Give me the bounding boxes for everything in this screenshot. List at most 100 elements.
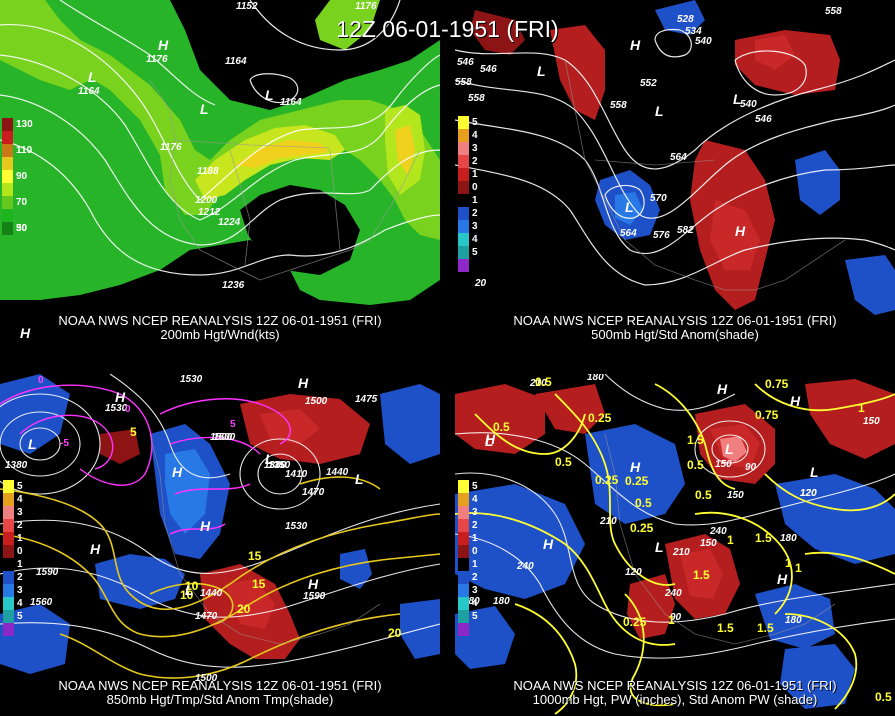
low-marker: L (265, 87, 274, 103)
high-marker: H (777, 571, 788, 587)
high-marker: H (20, 325, 31, 341)
map-200mb: 1152 1164 1164 1176 1176 1188 1200 1212 … (0, 0, 440, 342)
pw-label: 1 (668, 613, 675, 627)
contour-label: 570 (650, 193, 667, 204)
low-marker: L (725, 441, 734, 457)
contour-label: 1380 (5, 460, 28, 471)
contour-label: 558 (455, 77, 472, 88)
panel-850mb: 1530 1500 1475 1500 1380 1350 1410 1470 … (0, 374, 440, 716)
legend-label: 30 (16, 223, 28, 234)
contour-label: 1176 (160, 142, 182, 153)
legend-label: 2 (472, 572, 478, 583)
contour-label: 546 (480, 64, 497, 75)
temp-label: 5 (130, 425, 137, 439)
caption-line1: NOAA NWS NCEP REANALYSIS 12Z 06-01-1951 … (513, 313, 837, 328)
contour-label: 120 (625, 567, 642, 578)
pw-label: 0.25 (588, 411, 612, 425)
contour-label: 1188 (197, 166, 219, 177)
legend-label: 5 (17, 611, 23, 622)
pw-label: 0.5 (555, 455, 572, 469)
contour-label: 1500 (210, 432, 233, 443)
pw-label: 0.25 (630, 521, 654, 535)
low-marker: L (185, 582, 194, 598)
contour-label: 1440 (200, 588, 223, 599)
legend-label: 5 (472, 481, 478, 492)
legend-swatch: 1 (3, 558, 23, 571)
pw-label: 0.75 (765, 377, 789, 391)
contour-label: 180 (587, 374, 604, 383)
contour-label: 540 (740, 99, 757, 110)
contour-label: 150 (863, 416, 880, 427)
low-marker: L (265, 451, 274, 467)
contour-label: 1164 (280, 97, 302, 108)
contour-label: 90 (745, 462, 757, 473)
legend-label: 4 (17, 494, 23, 505)
pw-label: 1 (727, 533, 734, 547)
legend-swatch: 0 (458, 545, 478, 558)
legend-swatch (2, 157, 13, 170)
legend-swatch (3, 623, 14, 636)
legend-label: 2 (17, 572, 23, 583)
contour-label: 180 (780, 533, 797, 544)
legend-swatch: 130 (2, 118, 33, 131)
legend-swatch: 5 (458, 116, 478, 129)
legend-swatch: 5 (3, 480, 23, 493)
legend-swatch: 2 (458, 155, 478, 168)
legend-swatch: 0 (3, 545, 23, 558)
contour-label: 150 (700, 538, 717, 549)
caption-line1: NOAA NWS NCEP REANALYSIS 12Z 06-01-1951 … (513, 678, 837, 693)
legend-label: 4 (472, 494, 478, 505)
panel-500mb: 528 558 534 540 546 552 558 564 570 576 … (455, 0, 895, 342)
contour-label: 576 (653, 230, 670, 241)
contour-label: 528 (677, 14, 694, 25)
legend-label: 4 (472, 234, 478, 245)
legend-label: 5 (17, 481, 23, 492)
caption-line2: 500mb Hgt/Std Anom(shade) (591, 327, 759, 342)
legend-swatch: 5 (458, 610, 478, 623)
pw-label: 1.5 (717, 621, 734, 635)
legend-label: 2 (17, 520, 23, 531)
legend-label: 4 (17, 598, 23, 609)
legend-label: 0 (472, 546, 478, 557)
pw-label: 0.75 (755, 408, 779, 422)
map-500mb: 528 558 534 540 546 552 558 564 570 576 … (455, 0, 895, 315)
legend-label: 130 (16, 119, 33, 130)
contour-label: 1152 (236, 1, 258, 12)
pw-label: 0.5 (687, 458, 704, 472)
legend-label: 1 (472, 169, 478, 180)
low-marker: L (537, 63, 546, 79)
contour-label: 558 (825, 6, 842, 17)
legend-swatch: 4 (3, 493, 23, 506)
legend-swatch: 2 (458, 571, 478, 584)
legend-label: 1 (472, 559, 478, 570)
contour-label: 210 (529, 378, 547, 389)
legend-label: 3 (472, 507, 478, 518)
panel-caption: NOAA NWS NCEP REANALYSIS 12Z 06-01-1951 … (455, 679, 895, 707)
legend-swatch: 3 (458, 220, 478, 233)
contour-label: 1500 (305, 396, 328, 407)
legend-label: 3 (17, 585, 23, 596)
legend-label: 2 (472, 520, 478, 531)
legend-swatch (458, 623, 469, 636)
high-marker: H (543, 536, 554, 552)
contour-label: 150 (727, 490, 744, 501)
legend-swatch: 0 (458, 181, 478, 194)
low-marker: L (655, 103, 664, 119)
contour-label: 1500 (195, 673, 218, 684)
low-marker: L (28, 436, 37, 452)
contour-label: 1164 (78, 86, 100, 97)
legend-swatch: 5 (458, 480, 478, 493)
high-marker: H (790, 393, 801, 409)
contour-label: 534 (685, 26, 702, 37)
legend-label: 1 (17, 559, 23, 570)
legend-label: 1 (17, 533, 23, 544)
temp-label: 10 (185, 579, 199, 593)
contour-label: 546 (457, 57, 474, 68)
legend-label: 1 (472, 195, 478, 206)
map-850mb: 1530 1500 1475 1500 1380 1350 1410 1470 … (0, 374, 440, 684)
temp-label: 20 (237, 602, 251, 616)
legend-swatch: 3 (3, 584, 23, 597)
contour-label: 1176 (146, 54, 168, 65)
contour-label: 1475 (355, 394, 378, 405)
low-marker: L (810, 464, 819, 480)
